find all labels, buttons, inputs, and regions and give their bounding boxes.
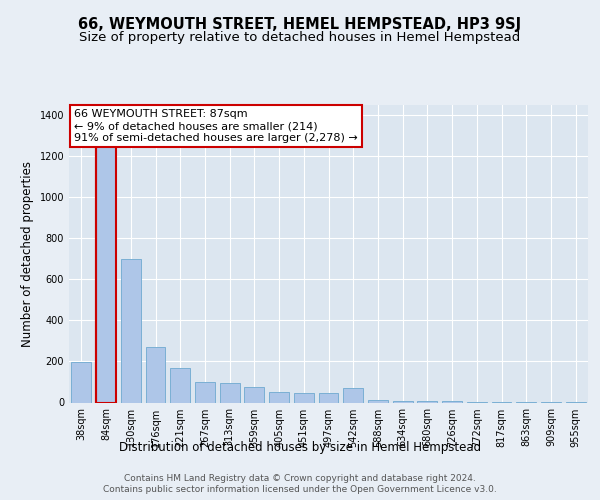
Bar (146, 347, 166, 403)
Bar (269, 392, 289, 402)
Text: Size of property relative to detached houses in Hemel Hempstead: Size of property relative to detached ho… (79, 31, 521, 44)
Bar (96, 124, 116, 402)
Bar (220, 383, 239, 402)
Bar (170, 368, 190, 402)
Bar (393, 401, 413, 402)
Bar (368, 400, 388, 402)
Bar (121, 259, 140, 402)
Bar (343, 388, 363, 402)
Y-axis label: Number of detached properties: Number of detached properties (21, 161, 34, 347)
Text: Distribution of detached houses by size in Hemel Hempstead: Distribution of detached houses by size … (119, 441, 481, 454)
Text: Contains HM Land Registry data © Crown copyright and database right 2024.: Contains HM Land Registry data © Crown c… (124, 474, 476, 483)
Text: 66, WEYMOUTH STREET, HEMEL HEMPSTEAD, HP3 9SJ: 66, WEYMOUTH STREET, HEMEL HEMPSTEAD, HP… (79, 18, 521, 32)
Text: 66 WEYMOUTH STREET: 87sqm
← 9% of detached houses are smaller (214)
91% of semi-: 66 WEYMOUTH STREET: 87sqm ← 9% of detach… (74, 110, 358, 142)
Bar (71, 362, 91, 403)
Bar (195, 382, 215, 402)
Bar (294, 392, 314, 402)
Bar (244, 387, 264, 402)
Bar (319, 392, 338, 402)
Text: Contains public sector information licensed under the Open Government Licence v3: Contains public sector information licen… (103, 485, 497, 494)
